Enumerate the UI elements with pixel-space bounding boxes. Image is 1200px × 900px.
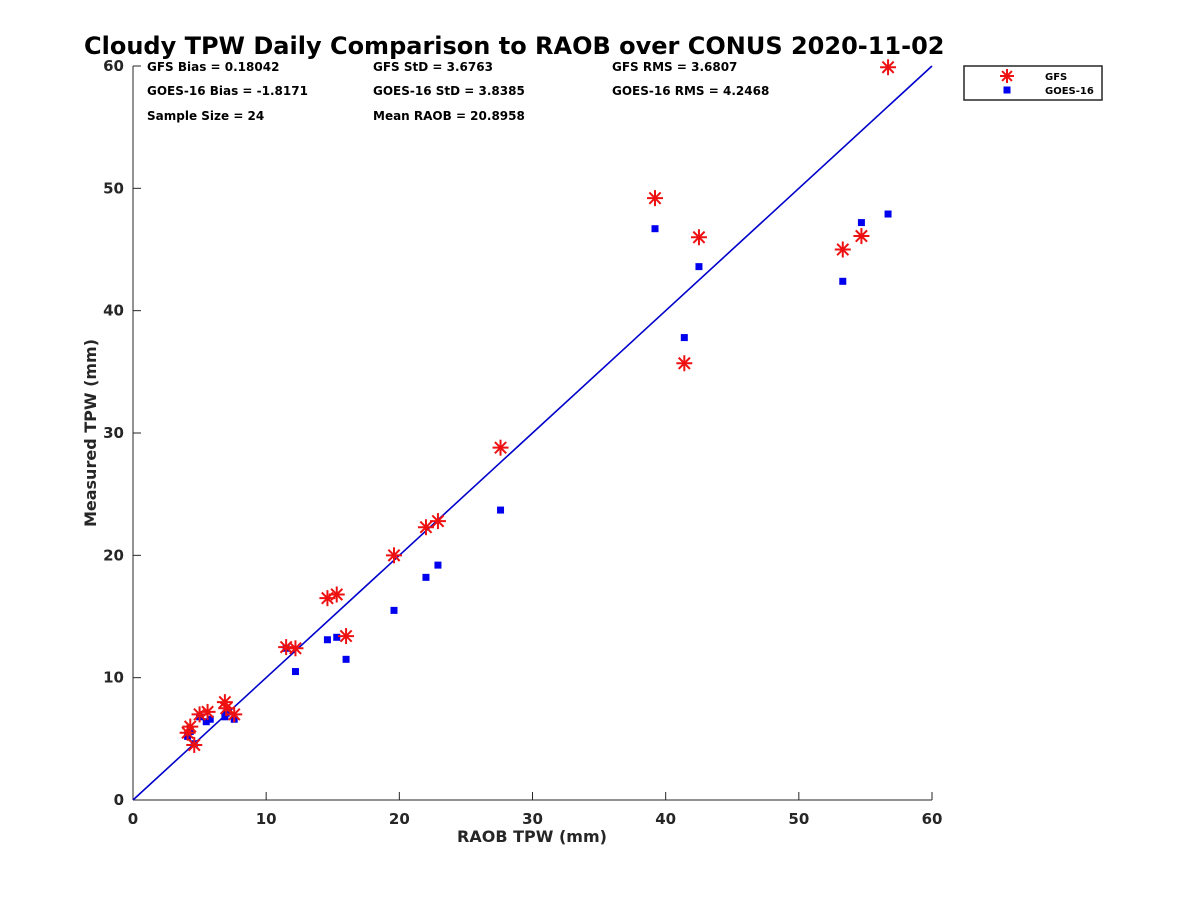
asterisk-stroke [881, 60, 895, 74]
y-tick-label: 60 [103, 57, 124, 75]
legend-label-gfs: GFS [1045, 72, 1067, 83]
legend-marker-gfs [1000, 69, 1014, 83]
y-tick-label: 10 [103, 669, 124, 687]
goes-16-point [323, 636, 331, 644]
y-axis-label: Measured TPW (mm) [81, 339, 100, 527]
asterisk-stroke [227, 708, 241, 721]
x-axis-label: RAOB TPW (mm) [457, 827, 607, 846]
goes-16-point [695, 263, 703, 271]
stat-text: GFS RMS = 3.6807 [612, 60, 737, 74]
asterisk-stroke [219, 701, 233, 715]
gfs-point [182, 718, 199, 735]
x-tick-label: 50 [788, 810, 809, 828]
data-marks [179, 59, 897, 753]
goes-16-point [206, 715, 214, 723]
asterisk-stroke [218, 695, 232, 709]
statistics-annotations: GFS Bias = 0.18042 GFS StD = 3.6763 GFS RM… [147, 60, 769, 123]
gfs-point [186, 736, 203, 753]
gfs-point [853, 228, 870, 245]
x-tick-label: 0 [128, 810, 138, 828]
gfs-point [676, 355, 693, 372]
gfs-point [647, 190, 664, 207]
stat-text: GOES-16 Bias = -1.8171 [147, 84, 308, 98]
legend-label-goes-16: GOES-16 [1045, 86, 1094, 97]
gfs-point [226, 706, 243, 723]
asterisk-stroke [419, 520, 433, 534]
goes-16-point [333, 633, 341, 641]
gfs-point [328, 586, 345, 603]
asterisk-stroke [431, 514, 445, 528]
one-to-one-line [132, 65, 933, 801]
gfs-point [834, 241, 851, 258]
asterisk-stroke [201, 705, 214, 719]
asterisk-stroke [692, 230, 706, 244]
gfs-point [690, 229, 707, 246]
x-tick-label: 20 [389, 810, 410, 828]
goes-16-point [884, 210, 892, 218]
goes-16-point [422, 573, 430, 581]
asterisk-stroke [677, 356, 691, 370]
gfs-point [417, 519, 434, 536]
x-tick-label: 40 [655, 810, 676, 828]
asterisk-stroke [1001, 70, 1013, 82]
goes-16-point [680, 334, 688, 342]
goes-16-point [202, 718, 210, 726]
y-tick-label: 0 [114, 791, 124, 809]
y-tick-label: 30 [103, 424, 124, 442]
asterisk-stroke [187, 738, 201, 752]
legend: GFS GOES-16 [963, 65, 1103, 101]
goes-16-point [221, 713, 229, 721]
y-tick-label: 50 [103, 179, 124, 197]
axes: 0 10 20 30 40 50 60 0 10 20 30 40 50 60 [103, 57, 942, 828]
x-tick-label: 10 [256, 810, 277, 828]
gfs-point [199, 703, 216, 720]
y-tick-label: 20 [103, 546, 124, 564]
gfs-point [429, 513, 446, 530]
goes-16-point [342, 655, 350, 663]
goes-16-point [651, 225, 659, 233]
legend-box [963, 65, 1103, 101]
reference-line-group [132, 65, 933, 801]
stat-text: Mean RAOB = 20.8958 [373, 109, 525, 123]
asterisk-stroke [855, 229, 868, 243]
x-tick-label: 30 [522, 810, 543, 828]
stat-text: GFS Bias = 0.18042 [147, 60, 279, 74]
gfs-point [287, 640, 304, 657]
legend-marker-goes-16 [1003, 86, 1011, 94]
goes-16-point [390, 606, 398, 614]
gfs-point [338, 628, 355, 645]
asterisk-stroke [494, 441, 507, 455]
asterisk-stroke [648, 191, 662, 205]
gfs-point [492, 439, 509, 456]
stat-text: Sample Size = 24 [147, 109, 264, 123]
asterisk-stroke [387, 548, 401, 562]
asterisk-stroke [836, 243, 850, 256]
goes-16-point [857, 219, 865, 227]
chart-title: Cloudy TPW Daily Comparison to RAOB over… [84, 32, 944, 60]
asterisk-stroke [183, 720, 197, 733]
asterisk-stroke [289, 641, 302, 655]
stat-text: GFS StD = 3.6763 [373, 60, 493, 74]
stat-text: GOES-16 StD = 3.8385 [373, 84, 525, 98]
y-tick-label: 40 [103, 302, 124, 320]
x-tick-label: 60 [922, 810, 943, 828]
asterisk-stroke [193, 708, 206, 721]
gfs-point [386, 547, 403, 564]
goes-16-point [291, 668, 299, 676]
goes-16-point [497, 506, 505, 514]
gfs-point [880, 59, 897, 76]
asterisk-stroke [339, 629, 353, 643]
goes-16-point [434, 561, 442, 569]
goes-16-point [839, 277, 847, 285]
asterisk-stroke [330, 588, 344, 601]
stat-text: GOES-16 RMS = 4.2468 [612, 84, 769, 98]
